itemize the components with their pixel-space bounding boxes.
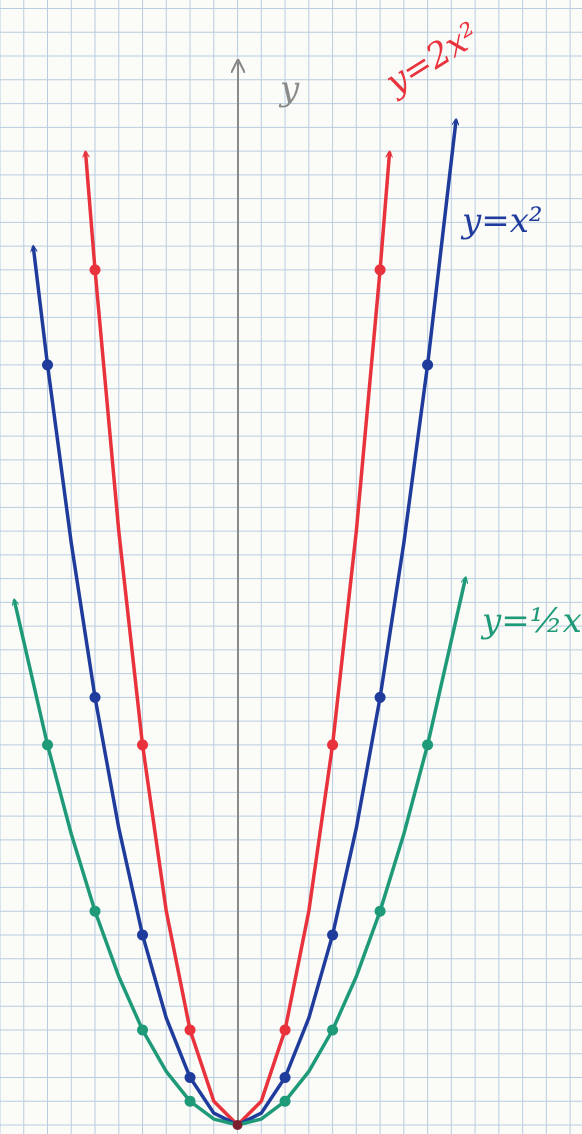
curve (14, 578, 465, 1125)
point (280, 1072, 291, 1083)
point (185, 1096, 196, 1107)
point (375, 264, 386, 275)
point (327, 929, 338, 940)
point (327, 1024, 338, 1035)
point (90, 692, 101, 703)
point (185, 1072, 196, 1083)
curve-label: y=x² (460, 201, 543, 241)
point (422, 359, 433, 370)
point (327, 739, 338, 750)
point (375, 692, 386, 703)
point (280, 1096, 291, 1107)
point (137, 1024, 148, 1035)
curve-label: y=2x² (377, 15, 487, 104)
point (280, 1024, 291, 1035)
point (375, 906, 386, 917)
origin (233, 1120, 243, 1130)
curve-arrow (86, 152, 238, 1125)
curve-label: y=½x² (480, 601, 582, 641)
point (422, 739, 433, 750)
point (90, 906, 101, 917)
y-axis-label: y (278, 69, 300, 109)
curve-arrow (238, 152, 390, 1125)
point (137, 739, 148, 750)
point (137, 929, 148, 940)
point (42, 739, 53, 750)
point (42, 359, 53, 370)
point (185, 1024, 196, 1035)
graph-paper: y y=2x² y=x² y=½x² (0, 0, 582, 1134)
point (90, 264, 101, 275)
